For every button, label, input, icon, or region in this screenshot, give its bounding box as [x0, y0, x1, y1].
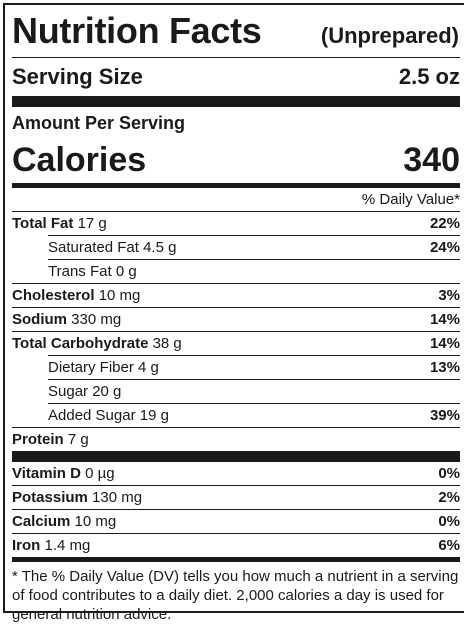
nutrient-row-total-carbohydrate: Total Carbohydrate 38 g 14%	[12, 331, 460, 355]
nutrient-row-sodium: Sodium 330 mg 14%	[12, 307, 460, 331]
nutrient-name: Sugar	[48, 383, 89, 400]
daily-value-header: % Daily Value*	[361, 191, 460, 208]
medium-divider	[12, 183, 460, 188]
nutrient-name: Trans Fat	[48, 263, 112, 280]
nutrient-name: Sodium	[12, 311, 67, 328]
divider	[12, 57, 460, 58]
nutrient-amount: 19 g	[139, 407, 169, 424]
nutrition-facts-label: Nutrition Facts (Unprepared) Serving Siz…	[3, 3, 464, 623]
nutrient-amount: 38 g	[152, 335, 182, 352]
serving-size-value: 2.5 oz	[398, 64, 460, 89]
nutrient-dv: 3%	[438, 287, 460, 304]
nutrient-name: Total Fat	[12, 215, 74, 232]
nutrient-dv: 24%	[429, 239, 460, 256]
vitamin-name: Calcium	[12, 513, 71, 530]
nutrient-amount: 10 mg	[98, 287, 141, 304]
vitamin-amount: 10 mg	[74, 513, 117, 530]
daily-value-footnote: * The % Daily Value (DV) tells you how m…	[12, 568, 459, 623]
calories-value: 340	[403, 140, 460, 179]
nutrient-amount: 4.5 g	[143, 239, 177, 256]
nutrient-amount: 7 g	[67, 431, 89, 448]
amount-per-serving: Amount Per Serving	[12, 113, 186, 133]
calories-row: Calories 340	[12, 137, 460, 183]
vitamin-name: Vitamin D	[12, 465, 81, 482]
nutrient-row-dietary-fiber: Dietary Fiber 4 g 13%	[48, 355, 460, 379]
medium-divider	[12, 557, 460, 562]
vitamin-dv: 0%	[438, 513, 460, 530]
serving-size-label: Serving Size	[12, 64, 143, 89]
nutrient-amount: 4 g	[138, 359, 159, 376]
nutrient-name: Cholesterol	[12, 287, 95, 304]
thick-divider	[12, 451, 460, 462]
vitamin-name: Potassium	[12, 489, 88, 506]
label-subtitle: (Unprepared)	[320, 23, 459, 48]
nutrient-row-trans-fat: Trans Fat 0 g	[48, 259, 460, 283]
nutrient-dv: 14%	[429, 335, 460, 352]
vitamin-row-potassium: Potassium 130 mg 2%	[12, 485, 460, 509]
nutrient-name: Added Sugar	[48, 407, 136, 424]
vitamin-dv: 0%	[438, 465, 460, 482]
vitamin-row-calcium: Calcium 10 mg 0%	[12, 509, 460, 533]
title-row: Nutrition Facts (Unprepared)	[12, 5, 460, 57]
vitamin-amount: 0 µg	[85, 465, 115, 482]
nutrient-dv: 13%	[429, 359, 460, 376]
vitamin-row-vitamin-d: Vitamin D 0 µg 0%	[12, 462, 460, 485]
vitamin-amount: 130 mg	[92, 489, 143, 506]
vitamin-dv: 2%	[438, 489, 460, 506]
vitamin-row-iron: Iron 1.4 mg 6%	[12, 533, 460, 557]
nutrient-name: Total Carbohydrate	[12, 335, 149, 352]
nutrient-row-sugar: Sugar 20 g	[48, 379, 460, 403]
nutrient-amount: 20 g	[92, 383, 122, 400]
nutrient-name: Protein	[12, 431, 64, 448]
nutrient-name: Saturated Fat	[48, 239, 139, 256]
nutrient-dv: 39%	[429, 407, 460, 424]
label-title: Nutrition Facts	[12, 10, 262, 51]
nutrient-row-added-sugar: Added Sugar 19 g 39%	[48, 403, 460, 427]
vitamin-amount: 1.4 mg	[44, 537, 91, 554]
nutrient-dv: 14%	[429, 311, 460, 328]
nutrient-row-total-fat: Total Fat 17 g 22%	[12, 211, 460, 235]
vitamin-name: Iron	[12, 537, 41, 554]
thick-divider	[12, 96, 460, 107]
nutrient-row-cholesterol: Cholesterol 10 mg 3%	[12, 283, 460, 307]
nutrient-amount: 330 mg	[71, 311, 122, 328]
calories-label: Calories	[12, 140, 147, 179]
nutrient-name: Dietary Fiber	[48, 359, 134, 376]
nutrient-dv: 22%	[429, 215, 460, 232]
vitamin-dv: 6%	[438, 537, 460, 554]
nutrient-amount: 17 g	[77, 215, 107, 232]
serving-size-row: Serving Size 2.5 oz	[12, 58, 460, 96]
nutrient-amount: 0 g	[115, 263, 137, 280]
nutrient-row-saturated-fat: Saturated Fat 4.5 g 24%	[48, 235, 460, 259]
nutrient-row-protein: Protein 7 g	[12, 427, 460, 451]
